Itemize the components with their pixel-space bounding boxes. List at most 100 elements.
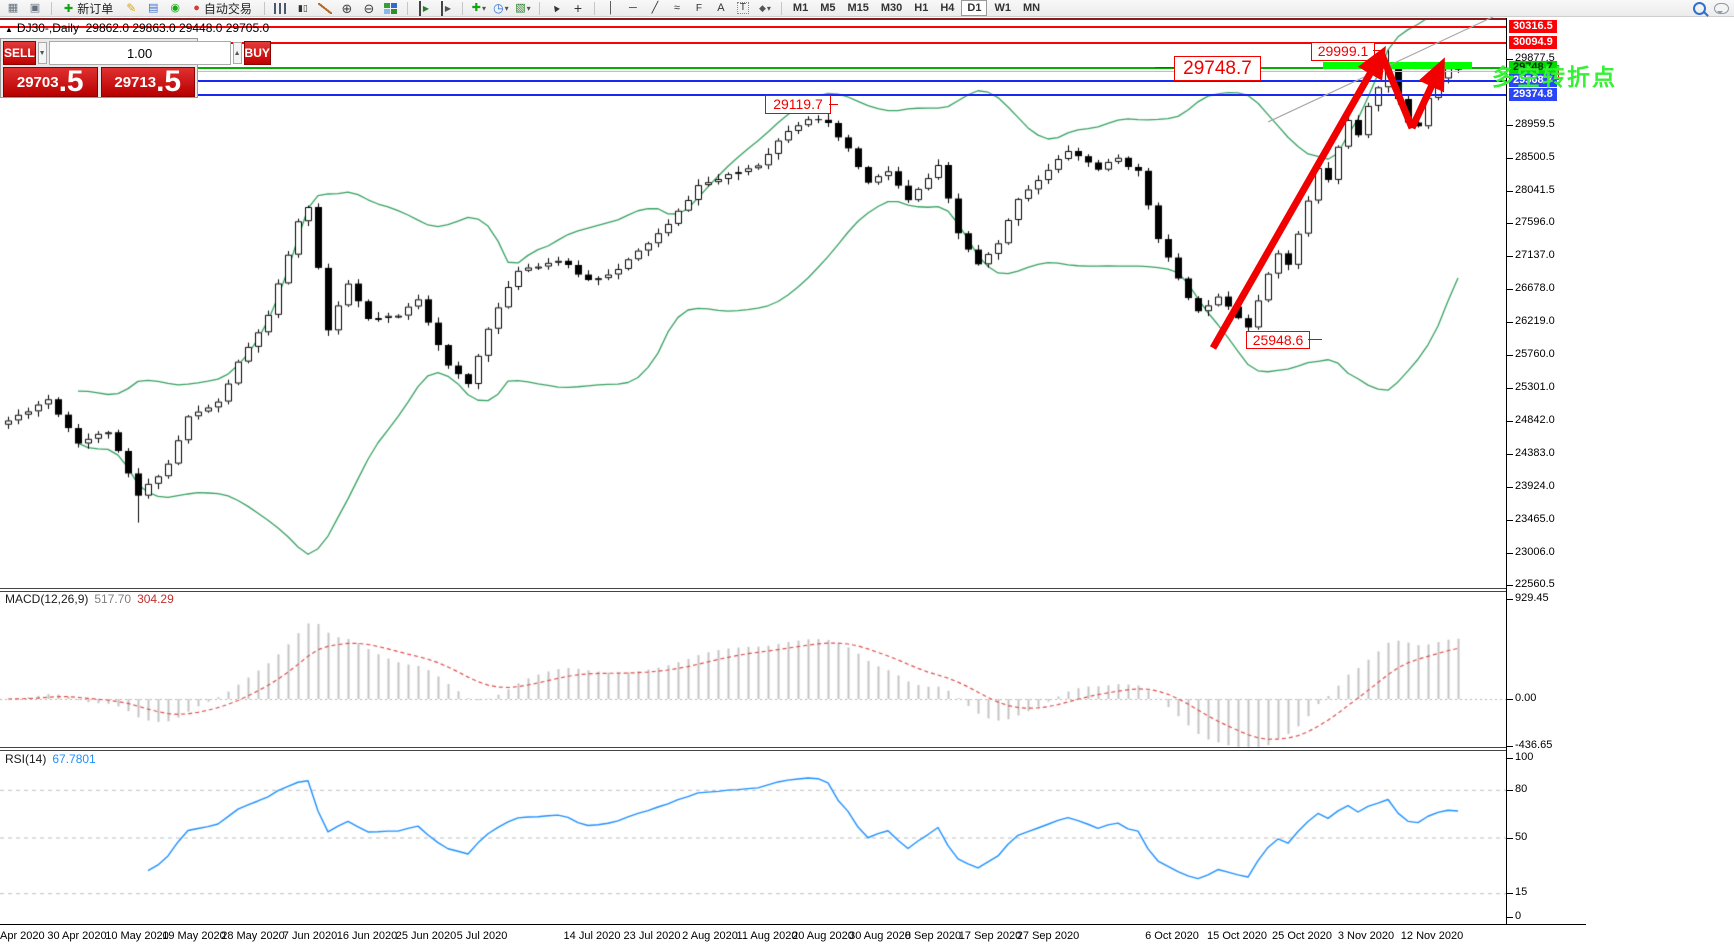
community-icon[interactable] xyxy=(1711,1,1731,16)
tile-windows-icon[interactable] xyxy=(381,1,401,16)
price-chip-29568.7: 29568.7 xyxy=(1509,74,1557,88)
zoom-out-icon[interactable]: ⊖ xyxy=(363,0,375,16)
macd-pane-separator[interactable] xyxy=(0,588,1586,592)
timeframe-mn-button[interactable]: MN xyxy=(1022,2,1041,14)
timeframe-m1-button[interactable]: M1 xyxy=(792,2,809,14)
period-icon[interactable]: ◷ ▾ xyxy=(493,0,509,15)
timeframe-m5-button[interactable]: M5 xyxy=(820,2,836,14)
dropdown-caret-icon[interactable]: ▾ xyxy=(482,3,487,13)
text-icon[interactable]: A xyxy=(717,1,725,14)
chart-top-border xyxy=(0,18,1734,20)
candlestick-icon[interactable]: ▮▯ xyxy=(297,2,308,13)
horizontal-line-29568.7[interactable] xyxy=(0,80,1506,83)
price-axis[interactable]: 29877.5 28959.5 28500.5 28041.5 27596.0 27137… xyxy=(1506,18,1734,924)
profiles-icon[interactable]: ▣ xyxy=(29,1,41,14)
new-order-button[interactable]: ✚ 新订单 xyxy=(58,1,119,16)
horizontal-line-30094.9[interactable] xyxy=(0,42,1506,45)
date-label: 7 Jun 2020 xyxy=(282,930,338,942)
dropdown-caret-icon[interactable]: ▾ xyxy=(526,3,531,13)
text-label-icon[interactable]: T xyxy=(733,1,753,16)
date-label: 27 Sep 2020 xyxy=(1016,930,1080,942)
add-indicator-icon[interactable]: ✚ ▾ xyxy=(471,1,487,14)
vertical-line-icon[interactable]: │ xyxy=(607,1,615,14)
auto-scroll-icon[interactable]: ▶ xyxy=(414,0,434,16)
date-label: 21 Apr 2020 xyxy=(0,930,45,942)
macd-name: MACD(12,26,9) xyxy=(5,592,89,606)
toolbar-separator xyxy=(406,1,408,15)
expert-icon[interactable]: ▤ xyxy=(148,1,159,14)
fibonacci-icon[interactable]: F xyxy=(695,2,702,14)
horizontal-line-icon[interactable]: ─ xyxy=(629,1,637,14)
macd-value: 517.70 xyxy=(94,592,132,606)
collapse-triangle-icon[interactable]: ▲ xyxy=(5,25,13,34)
toolbar-separator xyxy=(263,1,265,15)
volume-up-button[interactable]: ▲ xyxy=(232,42,242,64)
price-chip-29374.8: 29374.8 xyxy=(1509,88,1557,102)
ask-pip-digit: .5 xyxy=(156,65,182,98)
price-label-29119[interactable]: 29119.7 xyxy=(765,95,831,114)
date-label: 25 Oct 2020 xyxy=(1272,930,1332,942)
price-label-29748[interactable]: 29748.7 xyxy=(1174,56,1261,81)
buy-button[interactable]: BUY xyxy=(243,41,271,65)
cursor-icon[interactable]: ▲ xyxy=(548,0,564,16)
pivot-trend-segment[interactable] xyxy=(1323,62,1472,69)
rsi-tick-15: 15 xyxy=(1506,886,1528,899)
elliott-icon[interactable]: ≈ xyxy=(673,1,680,14)
horizontal-line-29374.8[interactable] xyxy=(0,94,1506,97)
autotrade-icon: ● xyxy=(193,2,200,14)
signal-icon[interactable]: ◉ xyxy=(170,1,181,14)
date-label: 25 Jun 2020 xyxy=(395,930,457,942)
label-stub-29119 xyxy=(829,104,838,105)
arrows-icon[interactable]: ◆ ▾ xyxy=(755,1,775,16)
new-order-icon: ✚ xyxy=(64,2,74,15)
crayon-icon[interactable]: ✎ xyxy=(126,0,137,15)
price-chip-29748.7: 29748.7 xyxy=(1509,61,1557,75)
timeframe-m30-button[interactable]: M30 xyxy=(880,2,903,14)
price-tick-28959.5: 28959.5 xyxy=(1507,118,1555,130)
timeframe-m15-button[interactable]: M15 xyxy=(847,2,869,14)
volume-input[interactable] xyxy=(48,41,231,65)
dropdown-caret-icon[interactable]: ▾ xyxy=(504,3,509,13)
new-chart-icon[interactable]: ▦ xyxy=(7,1,19,14)
timeframe-w1-button[interactable]: W1 xyxy=(994,2,1011,14)
search-icon[interactable] xyxy=(1689,1,1709,16)
rsi-tick-100: 100 xyxy=(1506,751,1534,763)
timeframe-h4-button[interactable]: H4 xyxy=(940,2,955,14)
bid-price[interactable]: 29703.5 xyxy=(3,67,98,97)
zoom-in-icon[interactable]: ⊕ xyxy=(341,0,353,16)
horizontal-line-30316.5[interactable] xyxy=(0,26,1506,29)
rsi-pane-separator[interactable] xyxy=(0,747,1586,751)
ask-price[interactable]: 29713.5 xyxy=(100,65,195,98)
crosshair-icon[interactable]: + xyxy=(573,0,582,16)
new-order-button-label: 新订单 xyxy=(77,1,114,16)
chart-shift-icon[interactable]: ▶ xyxy=(436,0,456,16)
symbol-period-label: DJ30-,Daily xyxy=(16,21,79,35)
template-icon[interactable]: ▧ ▾ xyxy=(515,1,531,14)
price-chip-30316.5: 30316.5 xyxy=(1509,20,1557,34)
bid-pip-digit: .5 xyxy=(58,65,84,98)
date-label: 3 Nov 2020 xyxy=(1337,930,1395,942)
date-label: 6 Oct 2020 xyxy=(1145,930,1199,942)
date-label: 2 Aug 2020 xyxy=(682,930,738,942)
price-tick-23006.0: 23006.0 xyxy=(1507,546,1555,559)
timeframe-h1-button[interactable]: H1 xyxy=(914,2,929,14)
price-label-29999[interactable]: 29999.1 xyxy=(1311,42,1375,61)
rsi-tick-50: 50 xyxy=(1506,830,1528,843)
date-label: 15 Oct 2020 xyxy=(1207,930,1267,942)
price-chart-canvas[interactable] xyxy=(0,18,1506,924)
horizontal-line-29703.5[interactable] xyxy=(0,71,1506,72)
volume-down-button[interactable]: ▼ xyxy=(37,42,47,64)
autotrade-button[interactable]: ● 自动交易 xyxy=(187,1,258,16)
line-chart-icon[interactable] xyxy=(315,1,335,16)
dropdown-caret-icon[interactable]: ▾ xyxy=(766,3,771,13)
price-label-25948[interactable]: 25948.6 xyxy=(1246,331,1310,349)
trendline-icon[interactable]: ╱ xyxy=(651,1,659,14)
horizontal-line-29748.7[interactable] xyxy=(0,67,1506,70)
timeframe-d1-button[interactable]: D1 xyxy=(961,0,988,16)
bar-chart-icon[interactable] xyxy=(271,1,291,16)
chinese-note-label[interactable]: 多空转折点 xyxy=(1492,64,1617,90)
price-tick-27596.0: 27596.0 xyxy=(1507,216,1555,229)
sell-button[interactable]: SELL xyxy=(3,41,36,65)
